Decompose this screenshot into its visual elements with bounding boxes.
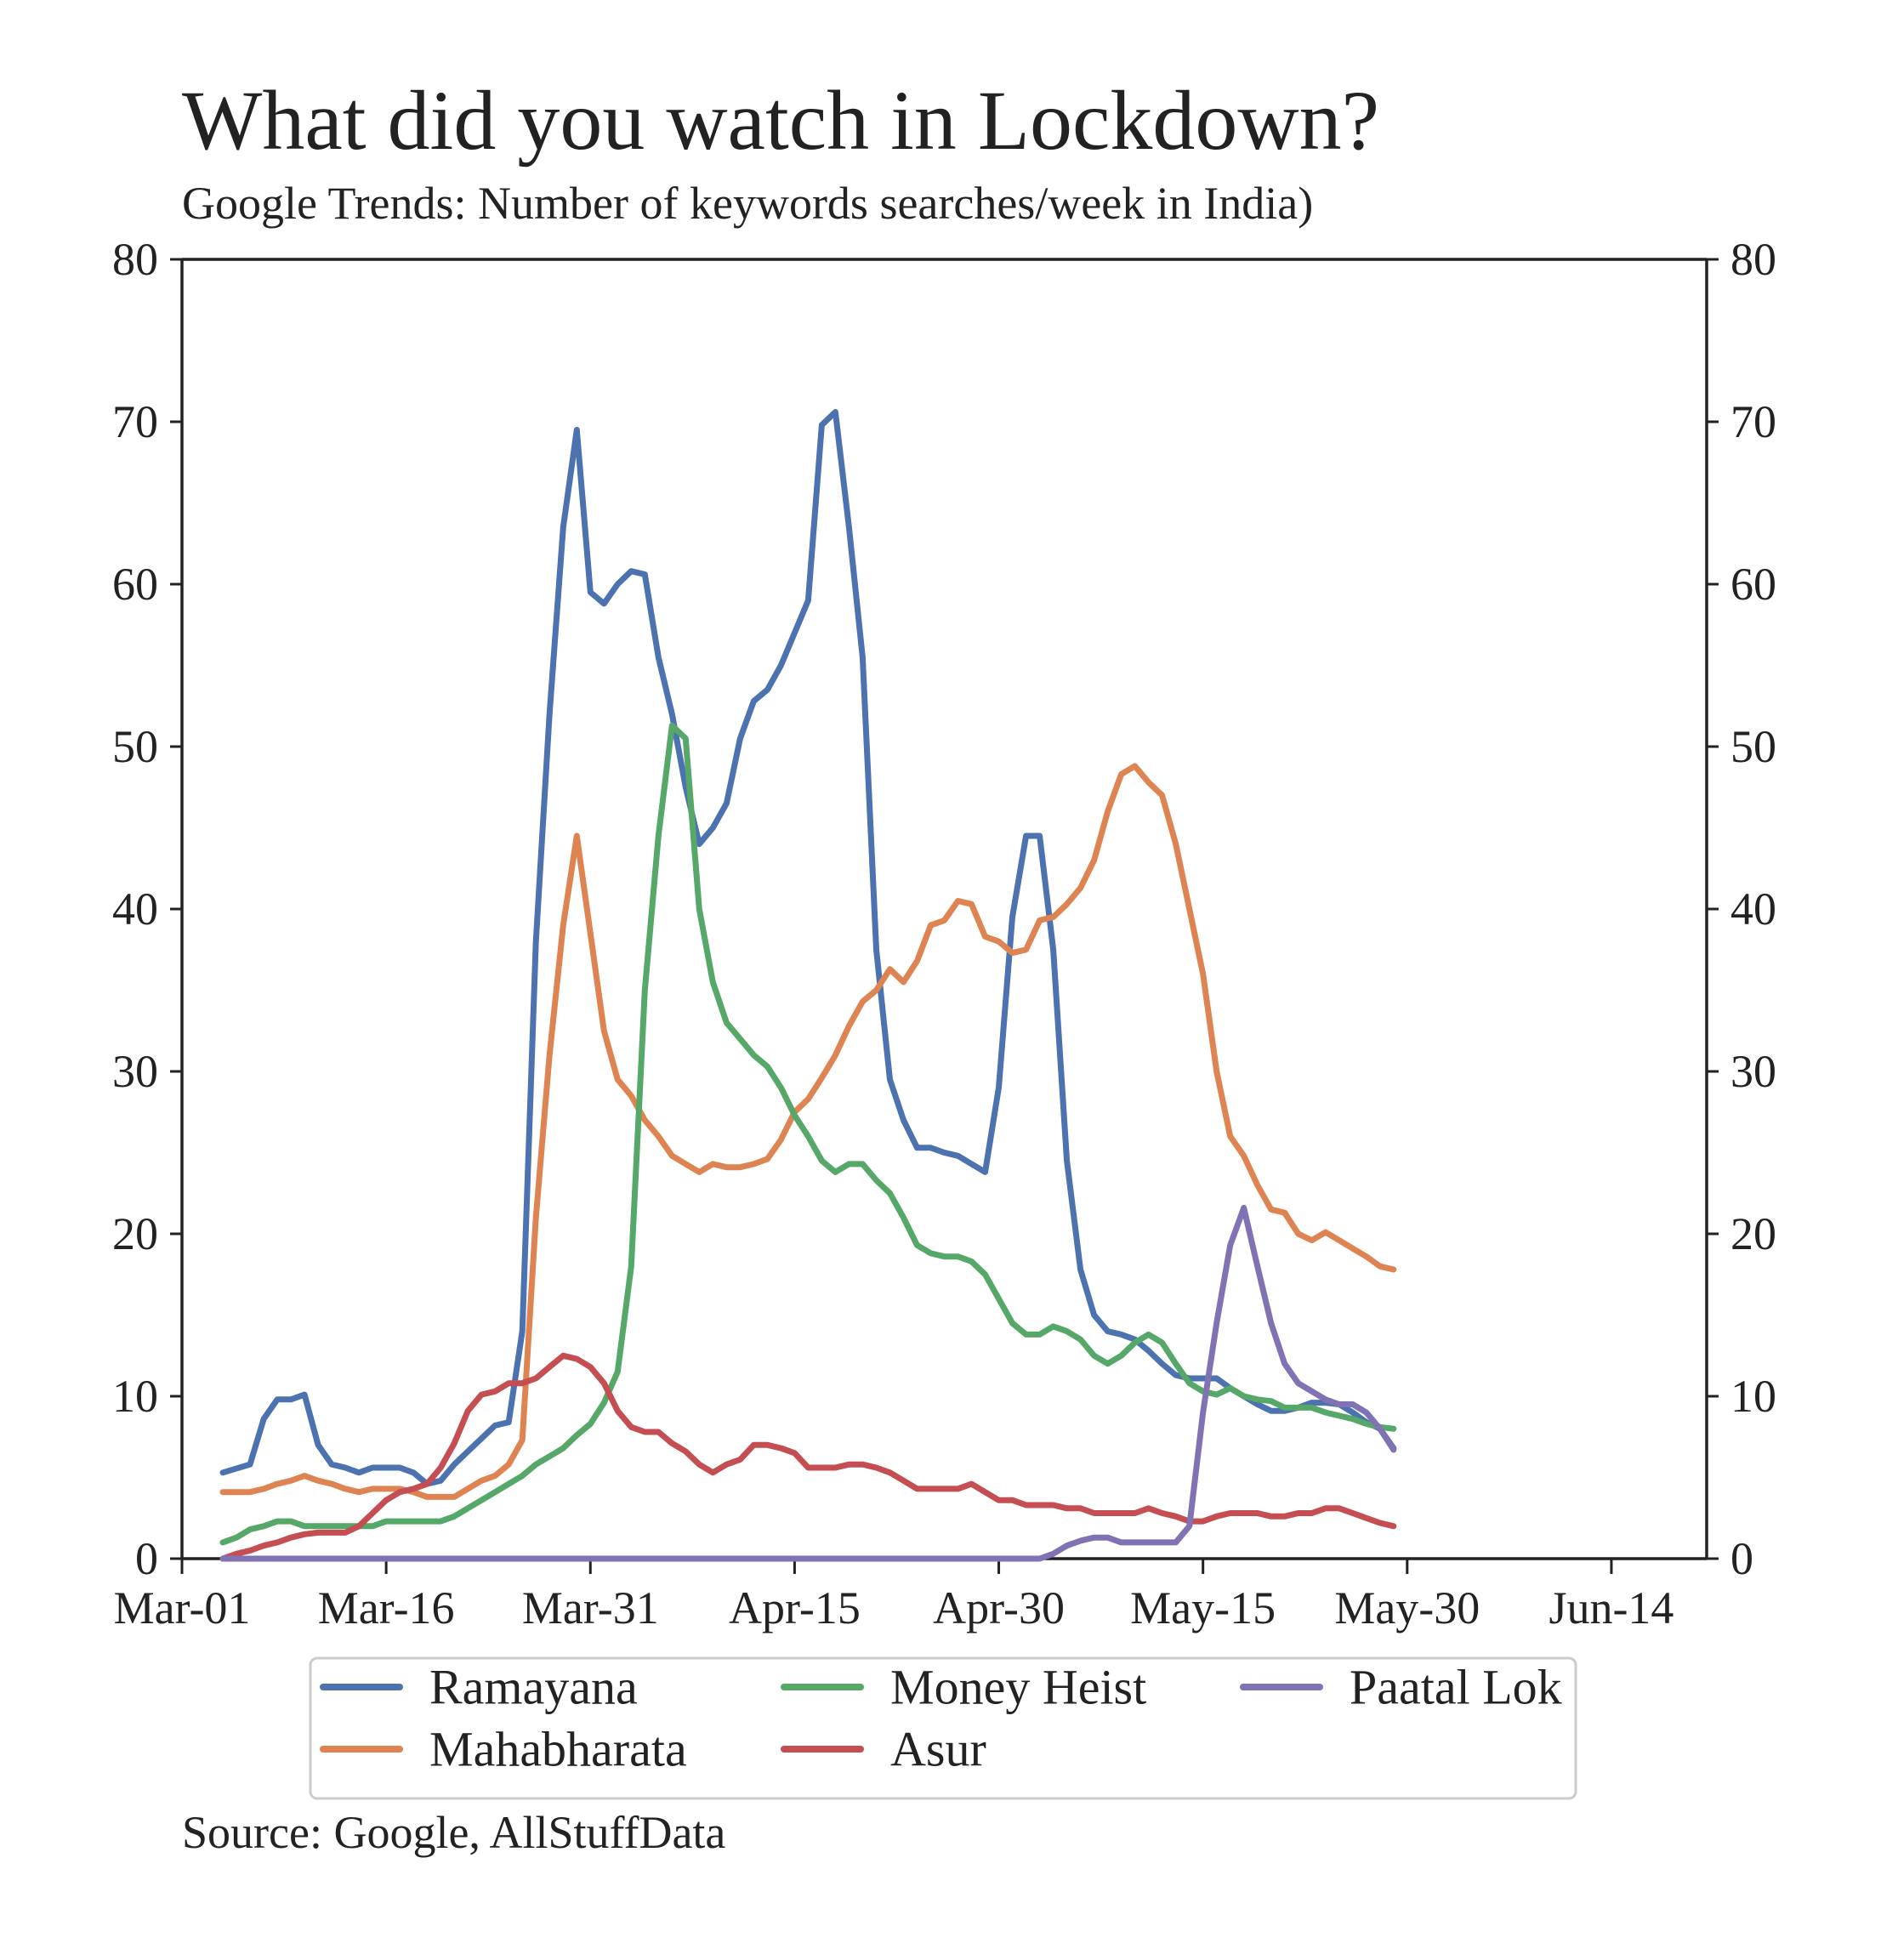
- y-tick-label-left: 80: [112, 234, 158, 285]
- y-tick-label-left: 60: [112, 559, 158, 610]
- series-line-mahabharata: [219, 763, 1397, 1500]
- legend-label: Asur: [890, 1722, 986, 1777]
- y-tick-label-right: 50: [1730, 721, 1776, 772]
- x-tick-label: Mar-16: [318, 1582, 455, 1633]
- y-tick-label-left: 0: [135, 1533, 158, 1584]
- y-tick-label-right: 0: [1730, 1533, 1753, 1584]
- chart-title: What did you watch in Lockdown?: [182, 73, 1379, 168]
- y-tick-label-left: 40: [112, 883, 158, 935]
- legend: Ramayana Mahabharata Money Heist Asur Paatal…: [309, 1656, 1577, 1800]
- y-tick-label-right: 60: [1730, 559, 1776, 610]
- y-tick-label-right: 10: [1730, 1371, 1776, 1422]
- legend-label: Ramayana: [429, 1660, 638, 1715]
- legend-label: Money Heist: [890, 1660, 1146, 1715]
- y-tick-label-left: 20: [112, 1208, 158, 1259]
- source-note: Source: Google, AllStuffData: [182, 1807, 726, 1858]
- x-tick-label: May-30: [1334, 1582, 1480, 1633]
- x-tick-label: May-15: [1130, 1582, 1276, 1633]
- y-tick-label-left: 10: [112, 1371, 158, 1422]
- legend-box: [309, 1656, 1577, 1800]
- legend-label: Mahabharata: [429, 1722, 687, 1777]
- y-tick-label-right: 20: [1730, 1208, 1776, 1259]
- legend-label: Paatal Lok: [1350, 1660, 1562, 1715]
- y-tick-label-right: 30: [1730, 1046, 1776, 1097]
- series-line-paatal-lok: [219, 1204, 1397, 1562]
- x-tick-label: Jun-14: [1549, 1582, 1674, 1633]
- axes: 0 0 10 10 20 20 30 30 40 40 50 50 60 60 70 70 80 80 Mar-01…: [112, 234, 1776, 1633]
- x-tick-label: Apr-30: [933, 1582, 1065, 1633]
- x-tick-label: Mar-01: [114, 1582, 251, 1633]
- series-lines: [219, 409, 1397, 1562]
- x-tick-label: Mar-31: [522, 1582, 659, 1633]
- y-tick-label-right: 80: [1730, 234, 1776, 285]
- y-tick-label-right: 70: [1730, 396, 1776, 447]
- y-tick-label-right: 40: [1730, 883, 1776, 935]
- x-tick-label: Apr-15: [729, 1582, 861, 1633]
- y-tick-label-left: 50: [112, 721, 158, 772]
- y-tick-label-left: 30: [112, 1046, 158, 1097]
- series-line-money-heist: [219, 722, 1397, 1546]
- series-line-asur: [219, 1352, 1397, 1562]
- y-tick-label-left: 70: [112, 396, 158, 447]
- chart-subtitle: Google Trends: Number of keywords search…: [182, 178, 1314, 229]
